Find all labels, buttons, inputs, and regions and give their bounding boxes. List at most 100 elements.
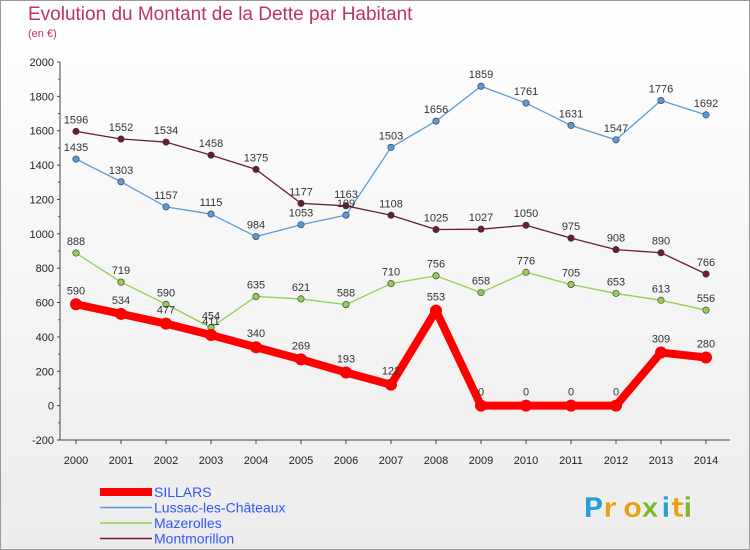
data-point-sillars — [700, 351, 712, 364]
data-point-montmorillon — [477, 225, 485, 233]
data-label-sillars: 280 — [697, 339, 715, 351]
data-point-mazerolles — [72, 249, 80, 257]
data-point-sillars — [205, 329, 217, 342]
data-point-lussac-les-ch-teaux — [252, 233, 260, 241]
x-tick-label: 2007 — [379, 455, 403, 467]
y-tick-label: -200 — [32, 435, 54, 447]
data-point-mazerolles — [432, 272, 440, 280]
data-label-montmorillon: 1025 — [424, 213, 448, 225]
data-label-lussac-les-ch-teaux: 1547 — [604, 123, 628, 135]
data-label-mazerolles: 454 — [202, 311, 220, 323]
x-tick-label: 2003 — [199, 455, 223, 467]
data-label-mazerolles: 705 — [562, 268, 580, 280]
data-point-lussac-les-ch-teaux — [207, 210, 215, 218]
data-label-montmorillon: 1108 — [379, 198, 403, 210]
data-point-sillars — [295, 353, 307, 366]
data-point-mazerolles — [522, 268, 530, 276]
x-tick-label: 2008 — [424, 455, 448, 467]
data-label-montmorillon: 1177 — [289, 186, 313, 198]
data-label-montmorillon: 1534 — [154, 125, 178, 137]
data-point-mazerolles — [162, 300, 170, 308]
data-label-lussac-les-ch-teaux: 1761 — [514, 86, 538, 98]
data-label-lussac-les-ch-teaux: 1692 — [694, 98, 718, 110]
data-label-montmorillon: 1596 — [64, 114, 88, 126]
y-tick-label: 1200 — [30, 194, 54, 206]
y-tick-label: 2000 — [30, 57, 54, 69]
data-point-montmorillon — [117, 135, 125, 143]
data-label-lussac-les-ch-teaux: 1303 — [109, 165, 133, 177]
data-point-sillars — [565, 399, 577, 412]
data-point-mazerolles — [117, 278, 125, 286]
data-label-montmorillon: 1027 — [469, 212, 493, 224]
data-point-sillars — [115, 307, 127, 320]
logo-letter: P — [583, 491, 604, 524]
data-label-sillars: 193 — [337, 353, 355, 365]
data-label-sillars: 340 — [247, 328, 265, 340]
data-label-lussac-les-ch-teaux: 109 — [337, 198, 355, 210]
data-point-montmorillon — [522, 221, 530, 229]
data-label-sillars: 122 — [382, 366, 400, 378]
data-label-mazerolles: 588 — [337, 288, 355, 300]
y-tick-label: 1000 — [30, 229, 54, 241]
chart-subtitle: (en €) — [28, 28, 57, 40]
data-label-sillars: 534 — [112, 295, 130, 307]
data-point-mazerolles — [477, 289, 485, 297]
data-label-mazerolles: 653 — [607, 276, 625, 288]
data-point-lussac-les-ch-teaux — [477, 82, 485, 90]
data-point-lussac-les-ch-teaux — [612, 136, 620, 144]
logo-letter: i — [683, 491, 693, 524]
data-label-mazerolles: 613 — [652, 283, 670, 295]
data-point-sillars — [655, 346, 667, 359]
data-label-lussac-les-ch-teaux: 1776 — [649, 83, 673, 95]
data-point-mazerolles — [702, 306, 710, 314]
data-label-montmorillon: 1050 — [514, 208, 538, 220]
y-tick-label: 200 — [36, 366, 54, 378]
logo-letter: r — [603, 491, 617, 524]
x-tick-label: 2012 — [604, 455, 628, 467]
data-point-montmorillon — [387, 211, 395, 219]
data-label-montmorillon: 908 — [607, 233, 625, 245]
x-tick-label: 2000 — [64, 455, 88, 467]
data-point-montmorillon — [657, 249, 665, 257]
logo-letter: x — [641, 491, 659, 524]
data-point-sillars — [610, 399, 622, 412]
data-label-lussac-les-ch-teaux: 1435 — [64, 142, 88, 154]
logo-letter: t — [671, 491, 684, 524]
data-point-montmorillon — [567, 234, 575, 242]
data-point-sillars — [475, 399, 487, 412]
data-point-lussac-les-ch-teaux — [432, 117, 440, 125]
data-label-sillars: 269 — [292, 340, 310, 352]
data-label-lussac-les-ch-teaux: 1053 — [289, 208, 313, 220]
x-tick-label: 2011 — [559, 455, 583, 467]
y-tick-label: 1400 — [30, 160, 54, 172]
data-point-sillars — [430, 304, 442, 317]
data-label-montmorillon: 975 — [562, 221, 580, 233]
legend-label: SILLARS — [154, 484, 212, 500]
data-point-sillars — [340, 366, 352, 379]
data-point-mazerolles — [612, 289, 620, 297]
data-point-montmorillon — [432, 226, 440, 234]
data-label-mazerolles: 658 — [472, 276, 490, 288]
data-label-sillars: 0 — [478, 387, 484, 399]
data-point-montmorillon — [162, 138, 170, 146]
data-label-sillars: 309 — [652, 334, 670, 346]
logo-letter: i — [661, 491, 671, 524]
data-label-montmorillon: 1375 — [244, 152, 268, 164]
data-label-lussac-les-ch-teaux: 1157 — [154, 190, 178, 202]
chart-legend: SILLARSLussac-les-ChâteauxMazerollesMont… — [100, 484, 286, 547]
legend-label: Lussac-les-Châteaux — [154, 500, 286, 516]
data-point-lussac-les-ch-teaux — [162, 203, 170, 211]
data-label-sillars: 477 — [157, 305, 175, 317]
data-label-sillars: 0 — [523, 387, 529, 399]
data-label-lussac-les-ch-teaux: 1115 — [200, 197, 223, 209]
x-tick-label: 2002 — [154, 455, 178, 467]
data-point-mazerolles — [252, 293, 260, 301]
data-label-mazerolles: 635 — [247, 280, 265, 292]
data-point-montmorillon — [72, 127, 80, 135]
data-label-sillars: 411 — [202, 316, 220, 328]
x-tick-label: 2006 — [334, 455, 358, 467]
data-point-lussac-les-ch-teaux — [342, 211, 350, 219]
